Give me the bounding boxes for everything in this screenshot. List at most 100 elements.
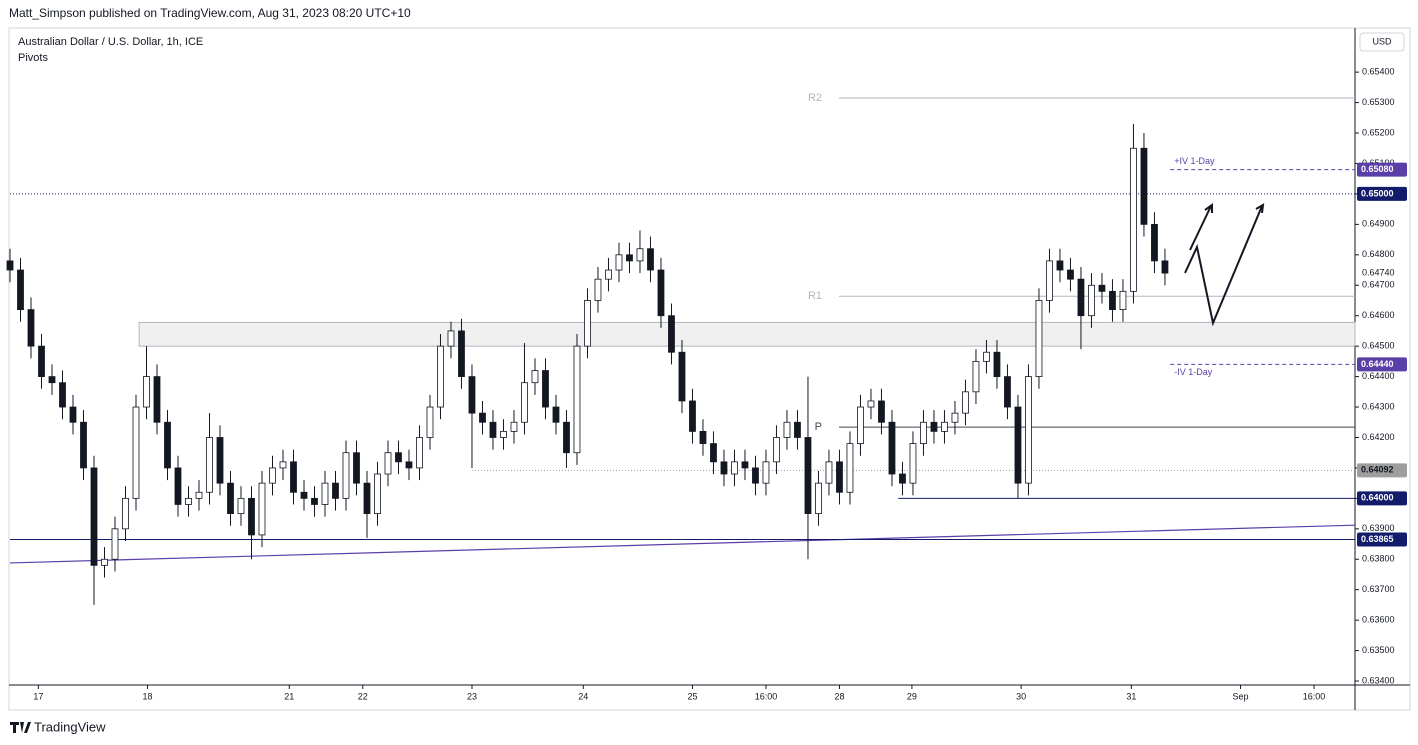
pivot-label: P <box>815 421 822 433</box>
candle-body <box>962 391 969 414</box>
currency-button[interactable] <box>1359 32 1405 52</box>
arrow-path <box>1184 205 1263 327</box>
candle-body <box>563 421 570 454</box>
candle-body <box>836 461 843 493</box>
candle-body <box>374 473 381 514</box>
candle-body <box>1067 269 1074 280</box>
candle-body <box>384 452 392 475</box>
candle-body <box>300 491 308 499</box>
x-tick-label: 16:00 <box>755 691 778 701</box>
candle-body <box>1109 290 1116 311</box>
candle-body <box>657 269 665 317</box>
y-tick-label: 0.63700 <box>1362 584 1395 594</box>
candle-body <box>605 269 612 280</box>
y-tick-label: 0.64400 <box>1362 371 1395 381</box>
candle-body <box>248 497 255 536</box>
y-tick-label: 0.63600 <box>1362 615 1395 625</box>
arrow-head <box>1204 203 1213 213</box>
y-tick-label: 0.63800 <box>1362 554 1395 564</box>
candle-body <box>164 421 171 469</box>
candle-body <box>983 351 990 362</box>
zone <box>138 321 1356 347</box>
drawing-arrows <box>1184 203 1265 327</box>
candle-body <box>531 370 539 384</box>
logo-mark <box>10 722 31 733</box>
candle-body <box>363 482 371 514</box>
chart-frame <box>8 27 1411 711</box>
candle-body <box>941 421 948 432</box>
price-label-bg <box>1357 266 1407 281</box>
y-tick-label: 0.63400 <box>1362 675 1395 685</box>
chart-title: Australian Dollar / U.S. Dollar, 1h, ICE <box>18 36 203 48</box>
price-badge-label: 0.64092 <box>1361 465 1394 475</box>
currency[interactable]: USD <box>1372 36 1392 46</box>
candle-body <box>1025 376 1032 484</box>
candle-body <box>584 300 591 347</box>
arrow-path <box>1189 205 1212 251</box>
candle-body <box>17 269 24 311</box>
price-badge <box>1357 186 1407 201</box>
brand: TradingView <box>34 719 106 734</box>
x-tick-label: 30 <box>1016 691 1026 701</box>
price-badge <box>1357 463 1407 478</box>
candle-body <box>237 497 245 514</box>
x-tick-label: 17 <box>33 691 43 701</box>
x-tick-label: 25 <box>687 691 697 701</box>
candle-body <box>1140 147 1148 225</box>
candle-body <box>804 437 812 514</box>
price-label: 0.64740 <box>1362 267 1395 277</box>
candle-body <box>258 482 266 536</box>
y-tick-label: 0.64600 <box>1362 310 1395 320</box>
candle-body <box>510 421 518 432</box>
candle-body <box>27 309 35 347</box>
candle-body <box>552 406 560 423</box>
candle-body <box>930 421 938 432</box>
candle-body <box>195 491 203 499</box>
candle-body <box>6 260 14 271</box>
level-name: +IV 1-Day <box>1174 156 1215 166</box>
candle-body <box>1130 147 1137 292</box>
candle-body <box>846 443 854 493</box>
candle-body <box>1077 278 1085 317</box>
indicator-name: Pivots <box>18 52 48 64</box>
candle-body <box>909 443 917 484</box>
candle-body <box>825 461 833 484</box>
candle-body <box>993 351 1001 377</box>
candle-body <box>468 376 476 414</box>
y-tick-label: 0.63500 <box>1362 645 1395 655</box>
candle-body <box>122 497 129 530</box>
candle-body <box>899 473 906 484</box>
y-tick-label: 0.65300 <box>1362 97 1395 107</box>
x-tick-label: 23 <box>467 691 477 701</box>
candle-body <box>888 421 896 475</box>
candle-body <box>1046 260 1053 301</box>
candle-body <box>521 382 528 423</box>
candle-body <box>153 376 161 423</box>
candle-body <box>1014 406 1022 484</box>
pivot-label: R1 <box>808 290 822 302</box>
x-tick-label: Sep <box>1233 691 1249 701</box>
candle-body <box>342 452 350 499</box>
candle-body <box>710 443 717 463</box>
candle-body <box>395 452 402 463</box>
candle-body <box>542 370 549 408</box>
candle-body <box>972 360 980 393</box>
candle-body <box>185 497 192 505</box>
candle-body <box>447 330 455 347</box>
candle-body <box>69 406 77 423</box>
logo: TradingView <box>10 719 106 734</box>
candle-body <box>426 406 434 438</box>
candle-body <box>489 421 497 438</box>
x-tick-label: 28 <box>834 691 844 701</box>
y-tick-label: 0.64500 <box>1362 341 1395 351</box>
price-badge-label: 0.63865 <box>1361 534 1394 544</box>
candle-body <box>1119 290 1127 311</box>
candle-body <box>741 461 749 469</box>
candle-body <box>867 400 875 408</box>
candle-body <box>332 482 339 499</box>
candle-body <box>206 437 213 493</box>
candle-body <box>290 461 297 493</box>
candle-body <box>132 406 140 499</box>
candle-body <box>762 461 770 484</box>
